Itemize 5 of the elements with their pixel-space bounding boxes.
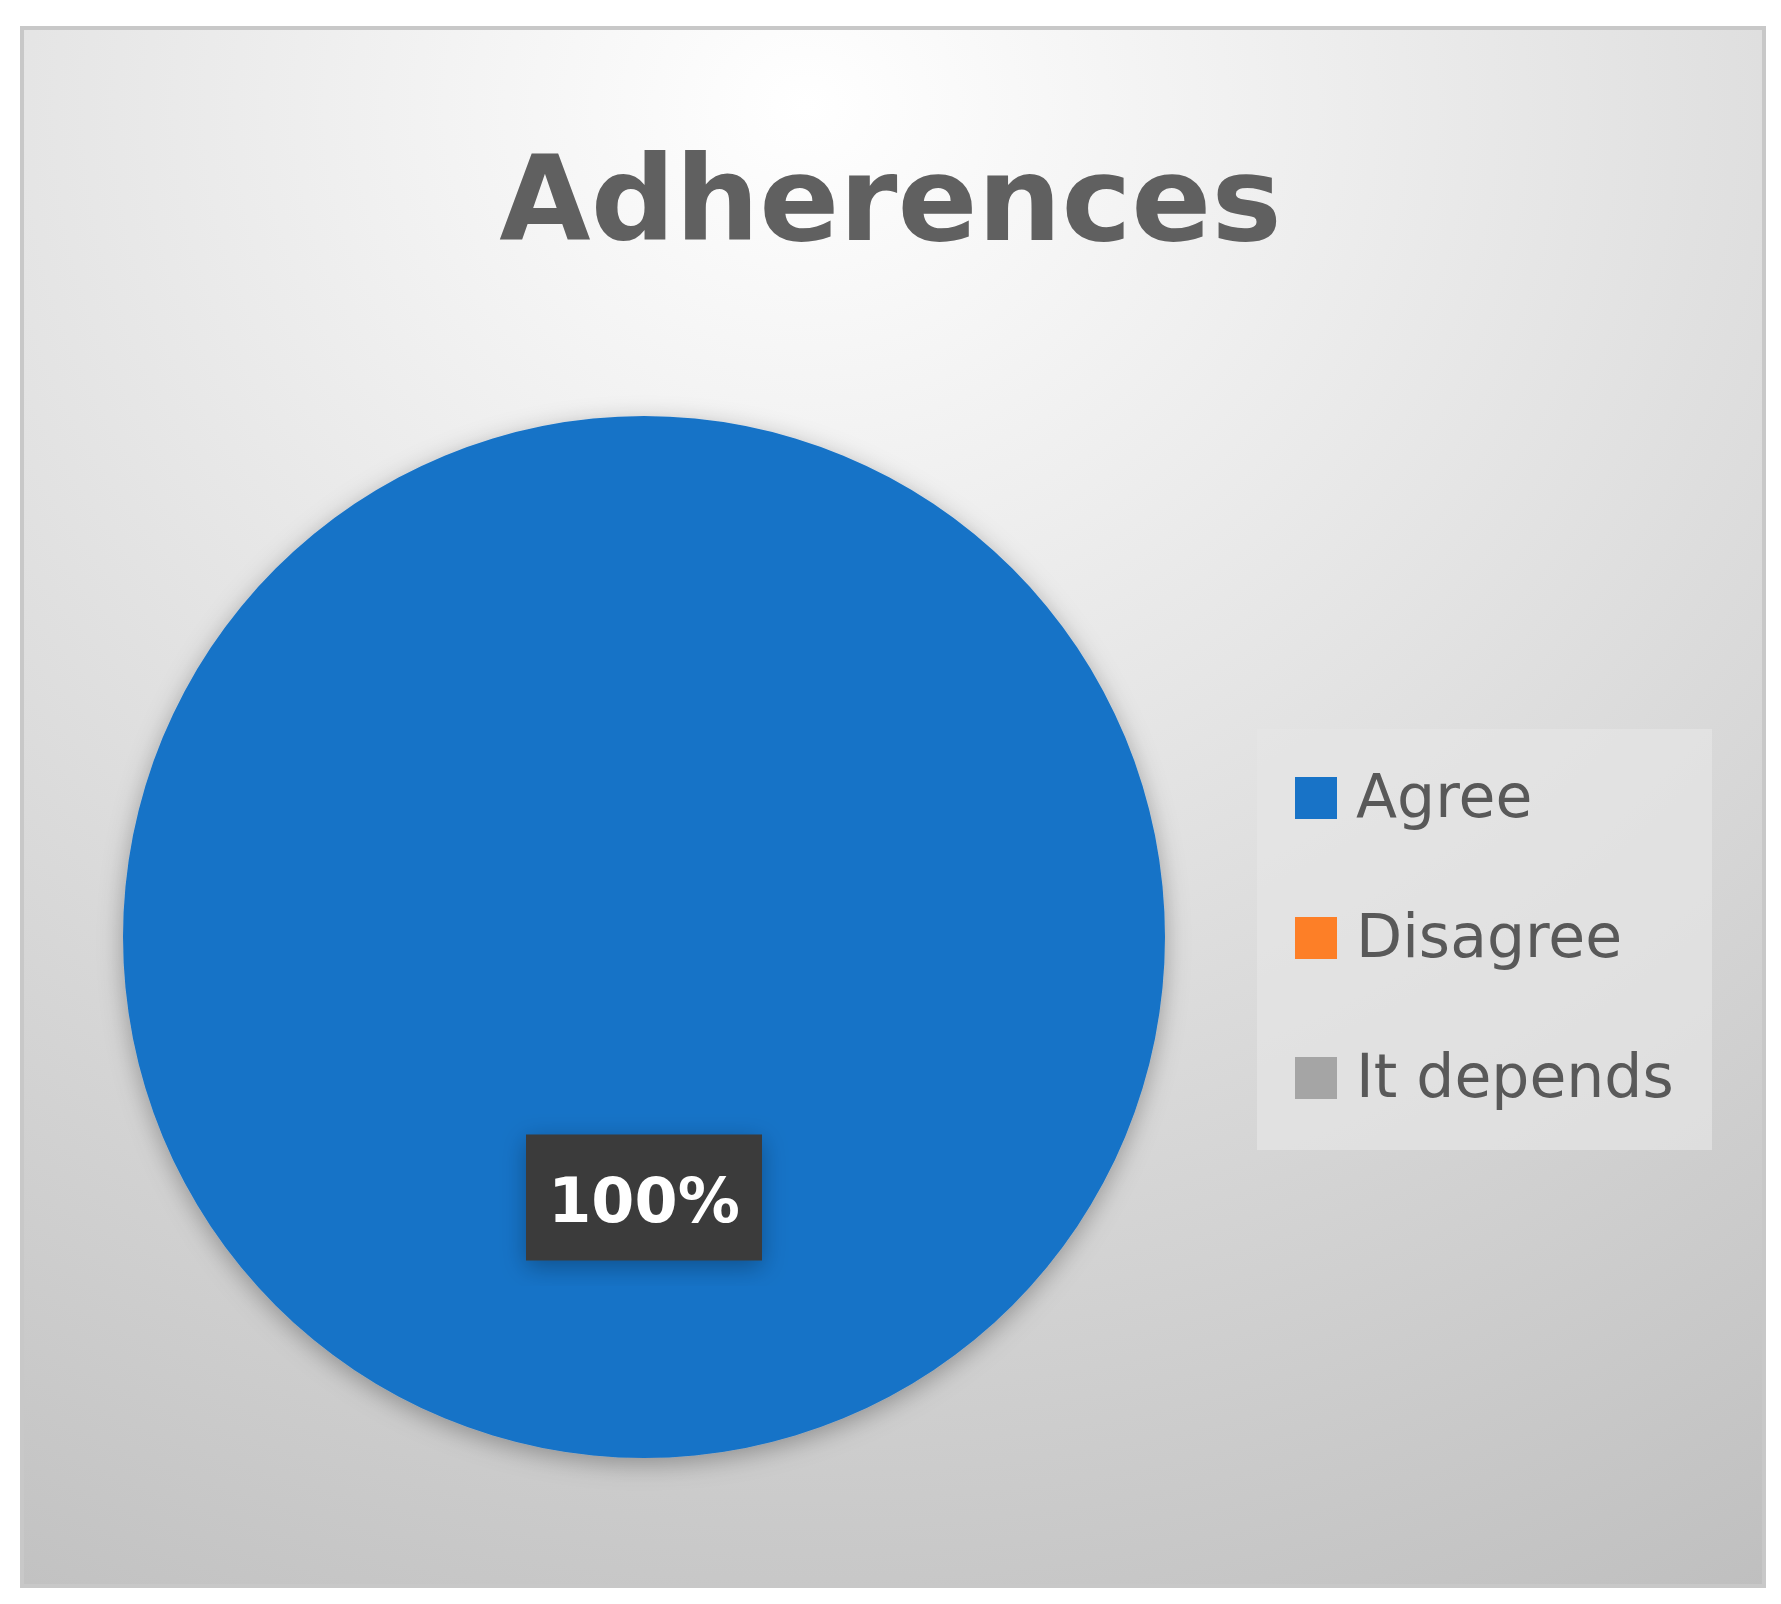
data-label: 100% <box>548 1163 740 1237</box>
legend-label: It depends <box>1356 1041 1674 1111</box>
chart-title: Adherences <box>499 130 1282 268</box>
legend-label: Agree <box>1356 761 1533 831</box>
legend-label: Disagree <box>1356 901 1623 971</box>
